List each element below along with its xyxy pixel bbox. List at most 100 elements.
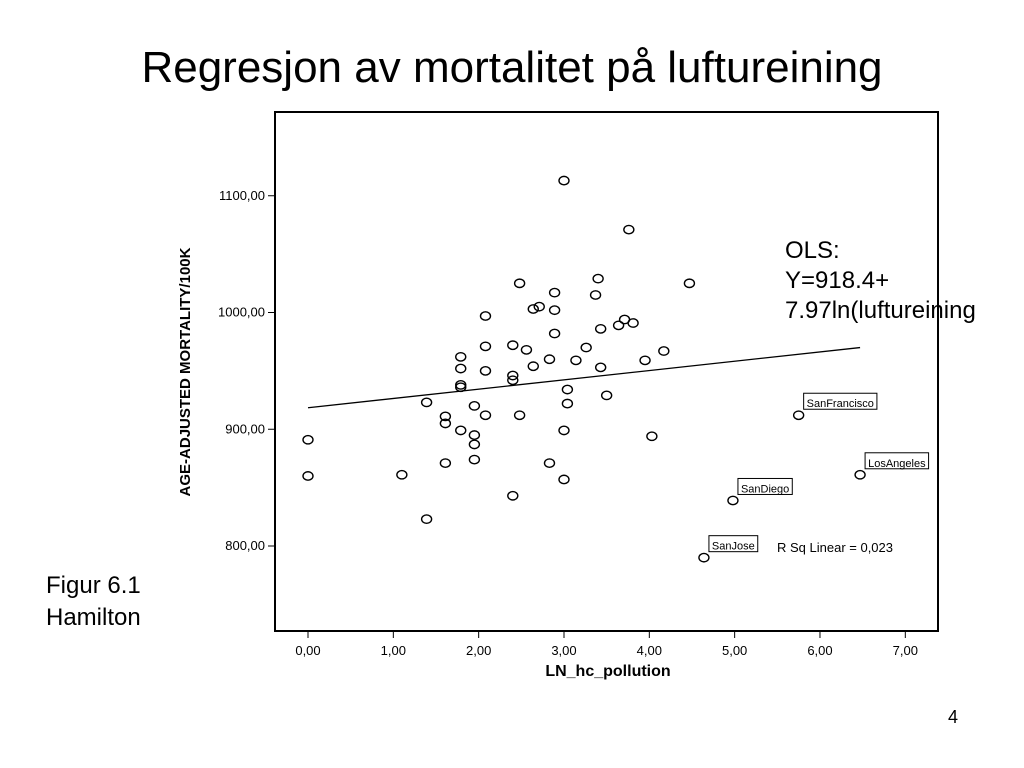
point-label-box <box>864 452 930 470</box>
figure-caption: Figur 6.1 Hamilton <box>46 570 141 634</box>
x-axis: 0,00 1,00 2,00 3,00 4,00 5,00 6,00 7,00 <box>295 631 918 658</box>
page-number: 4 <box>948 707 959 727</box>
data-point <box>558 175 570 186</box>
x-tick-label: 4,00 <box>637 643 662 658</box>
data-point <box>479 410 492 421</box>
data-point <box>507 375 519 386</box>
data-point <box>683 278 696 289</box>
y-tick-label: 800,00 <box>225 538 265 553</box>
r-squared-label: R Sq Linear = 0,023 <box>777 540 893 555</box>
data-point <box>507 490 519 501</box>
x-tick-label: 0,00 <box>295 643 320 658</box>
data-point <box>479 311 492 321</box>
point-label: LosAngeles <box>864 452 930 470</box>
data-point <box>561 384 574 395</box>
ols-line-1: OLS: <box>785 237 840 264</box>
data-point <box>302 471 314 481</box>
data-points <box>302 175 866 563</box>
point-label-text: LosAngeles <box>868 458 926 470</box>
point-label-box <box>708 535 759 553</box>
caption-line-1: Figur 6.1 <box>46 572 141 599</box>
point-label: SanDiego <box>737 477 793 495</box>
point-label-text: SanFrancisco <box>807 398 874 410</box>
point-label-text: SanJose <box>712 541 755 553</box>
ols-equation: OLS: Y=918.4+ 7.97ln(luftureining <box>785 236 976 326</box>
data-point <box>623 224 635 235</box>
y-axis: 800,00 900,00 1000,00 1100,00 <box>218 188 275 553</box>
data-point <box>627 318 639 328</box>
point-label: SanJose <box>708 535 759 553</box>
data-point <box>558 425 570 436</box>
data-point <box>658 346 670 356</box>
data-point <box>698 552 710 563</box>
data-point <box>594 323 607 334</box>
x-tick-label: 1,00 <box>381 643 406 658</box>
data-point <box>646 431 658 442</box>
data-point <box>533 301 545 312</box>
data-point <box>420 514 433 525</box>
data-point <box>468 454 481 465</box>
data-point <box>302 434 314 445</box>
y-tick-label: 1100,00 <box>219 188 265 203</box>
data-point <box>439 458 452 469</box>
x-tick-label: 7,00 <box>893 643 918 658</box>
point-label: SanFrancisco <box>803 392 878 410</box>
data-point <box>439 418 452 429</box>
data-point <box>558 474 570 485</box>
data-point <box>548 287 561 298</box>
point-label-box <box>803 392 878 410</box>
regression-line <box>307 346 861 409</box>
data-point <box>548 328 561 339</box>
data-point <box>527 304 539 314</box>
data-point <box>592 273 604 284</box>
caption-line-2: Hamilton <box>46 604 141 631</box>
y-axis-title: AGE-ADJUSTED MORTALITY/100K <box>177 247 194 496</box>
point-labels: SanFrancisco LosAngeles SanDiego SanJose <box>708 392 930 553</box>
data-point <box>561 398 574 409</box>
y-tick-label: 1000,00 <box>218 305 265 320</box>
ols-line-3: 7.97ln(luftureining <box>785 297 976 324</box>
data-point <box>479 365 492 376</box>
data-point <box>792 410 805 421</box>
data-point <box>468 430 481 440</box>
point-label-box <box>737 477 793 495</box>
x-axis-title: LN_hc_pollution <box>545 663 670 680</box>
data-point <box>439 411 452 422</box>
data-point <box>854 469 866 480</box>
data-point <box>543 458 556 469</box>
x-tick-label: 5,00 <box>722 643 747 658</box>
data-point <box>527 361 539 372</box>
data-point <box>455 379 467 390</box>
data-point <box>600 390 613 401</box>
data-point <box>520 344 533 355</box>
data-point <box>468 439 481 450</box>
data-point <box>727 495 739 506</box>
data-point <box>639 355 651 366</box>
x-tick-label: 6,00 <box>807 643 832 658</box>
data-point <box>396 469 408 480</box>
data-point <box>455 351 467 362</box>
data-point <box>570 355 582 366</box>
data-point <box>479 341 492 352</box>
data-point <box>420 397 433 408</box>
plot-frame <box>274 111 939 632</box>
data-point <box>589 290 602 300</box>
y-tick-label: 900,00 <box>225 421 265 436</box>
data-point <box>548 305 561 316</box>
data-point <box>580 342 592 353</box>
data-point <box>513 278 526 289</box>
data-point <box>507 370 519 381</box>
data-point <box>594 362 607 373</box>
data-point <box>612 320 625 331</box>
data-point <box>513 410 526 421</box>
data-point <box>455 363 467 374</box>
data-point <box>543 354 556 365</box>
data-point <box>468 400 481 411</box>
data-point <box>455 425 467 436</box>
point-label-text: SanDiego <box>741 483 789 495</box>
ols-line-2: Y=918.4+ <box>785 267 890 294</box>
x-tick-label: 2,00 <box>466 643 491 658</box>
x-tick-label: 3,00 <box>551 643 576 658</box>
slide-title: Regresjon av mortalitet på luftureining <box>141 43 883 92</box>
